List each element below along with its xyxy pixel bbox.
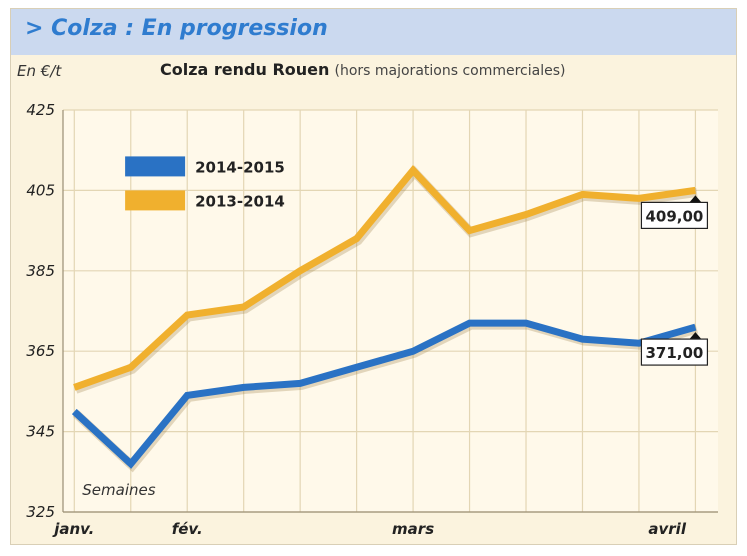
y-tick-label: 325 <box>26 503 55 521</box>
value-label-pointer <box>689 195 702 203</box>
y-tick-label: 385 <box>26 262 55 280</box>
y-tick-label: 405 <box>26 181 55 199</box>
chart-title: Colza rendu Rouen (hors majorations comm… <box>160 60 565 79</box>
value-label-box <box>640 201 709 229</box>
legend-swatch <box>125 190 186 211</box>
legend-label: 2014-2015 <box>195 158 285 176</box>
value-label-2013-2014: 409,00 <box>645 207 703 225</box>
page-title: > Colza : En progression <box>25 16 328 41</box>
legend-swatch <box>125 156 186 177</box>
y-tick-label: 425 <box>26 101 55 119</box>
header-bar: > Colza : En progression <box>11 9 736 55</box>
x-tick-label: janv. <box>52 520 94 538</box>
chart-title-note: (hors majorations commerciales) <box>334 63 566 79</box>
y-tick-label: 365 <box>26 342 55 360</box>
value-label-box <box>640 338 709 366</box>
legend-label: 2013-2014 <box>195 192 285 210</box>
x-tick-label: avril <box>648 520 686 538</box>
value-label-2014-2015: 371,00 <box>645 344 703 362</box>
plot-area <box>63 110 718 512</box>
x-axis-label: Semaines <box>82 481 155 499</box>
y-axis-unit-label: En €/t <box>17 62 62 80</box>
series-line-2013-2014 <box>73 165 696 391</box>
value-label-pointer <box>689 332 702 340</box>
y-tick-label: 345 <box>26 423 55 441</box>
chart-title-main: Colza rendu Rouen <box>160 60 330 79</box>
series-line-2014-2015 <box>71 319 697 469</box>
x-tick-label: fév. <box>172 520 203 538</box>
x-tick-label: mars <box>392 520 434 538</box>
